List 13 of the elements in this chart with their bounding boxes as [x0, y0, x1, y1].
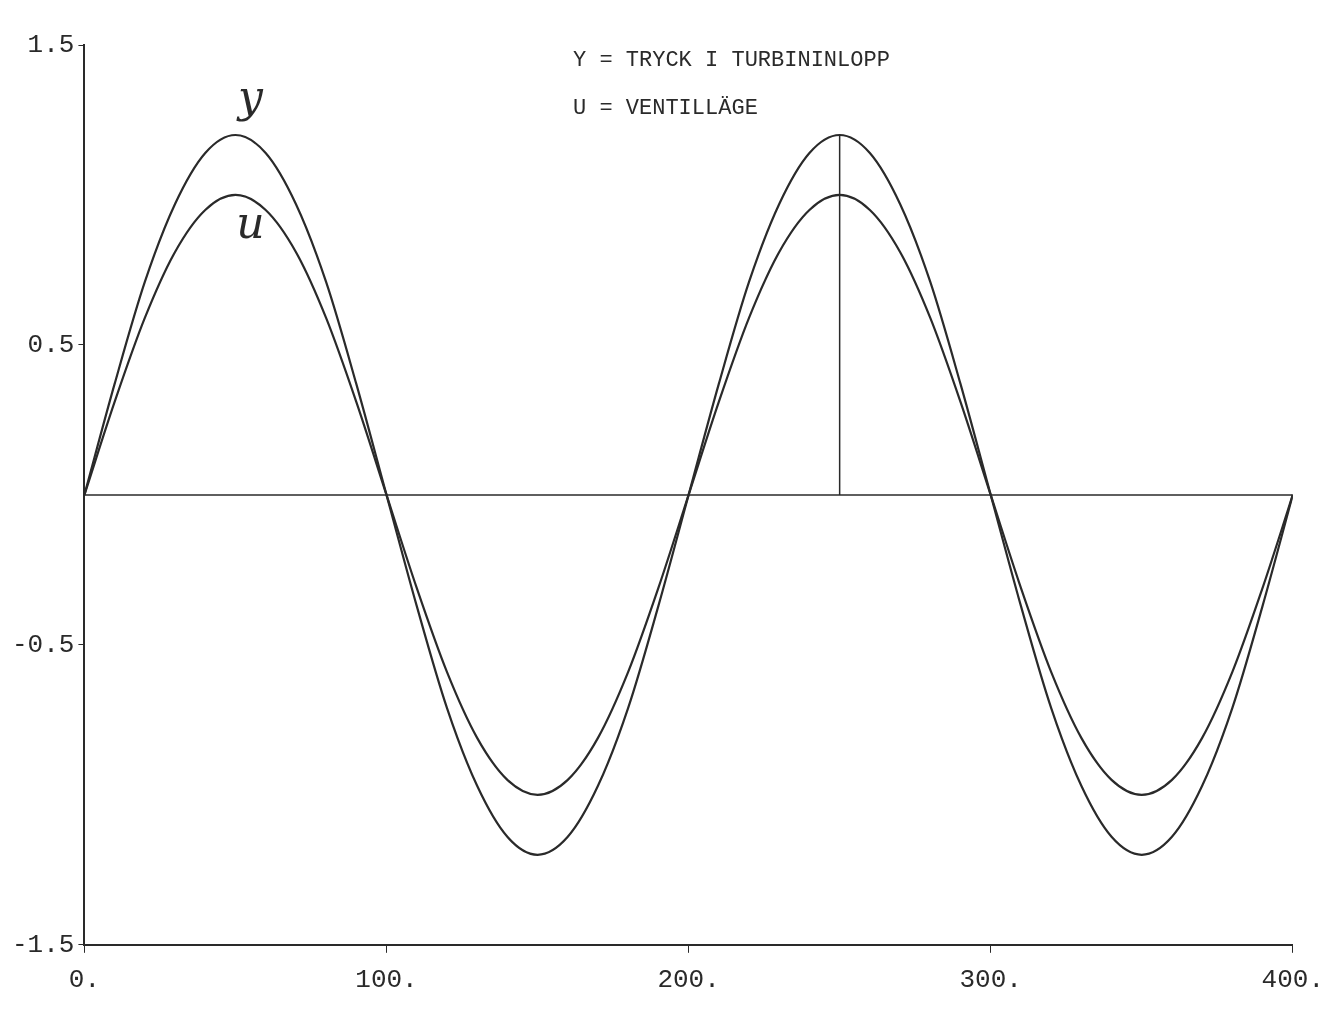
annotation: U = VENTILLÄGE — [573, 95, 758, 121]
x-tick-label: 100. — [355, 965, 418, 996]
annotation: Y = TRYCK I TURBININLOPP — [573, 47, 890, 73]
x-tick-label: 400. — [1261, 965, 1325, 996]
y-tick-label: 0.5 — [27, 329, 75, 360]
x-tick-label: 0. — [68, 965, 101, 996]
y-tick-label: -1.5 — [11, 929, 75, 960]
series-label: y — [236, 71, 265, 123]
x-tick-label: 200. — [657, 965, 720, 996]
series-label: u — [236, 197, 265, 249]
y-tick-label: -0.5 — [11, 629, 75, 660]
x-tick-label: 300. — [959, 965, 1022, 996]
y-tick-label: 1.5 — [27, 29, 75, 60]
